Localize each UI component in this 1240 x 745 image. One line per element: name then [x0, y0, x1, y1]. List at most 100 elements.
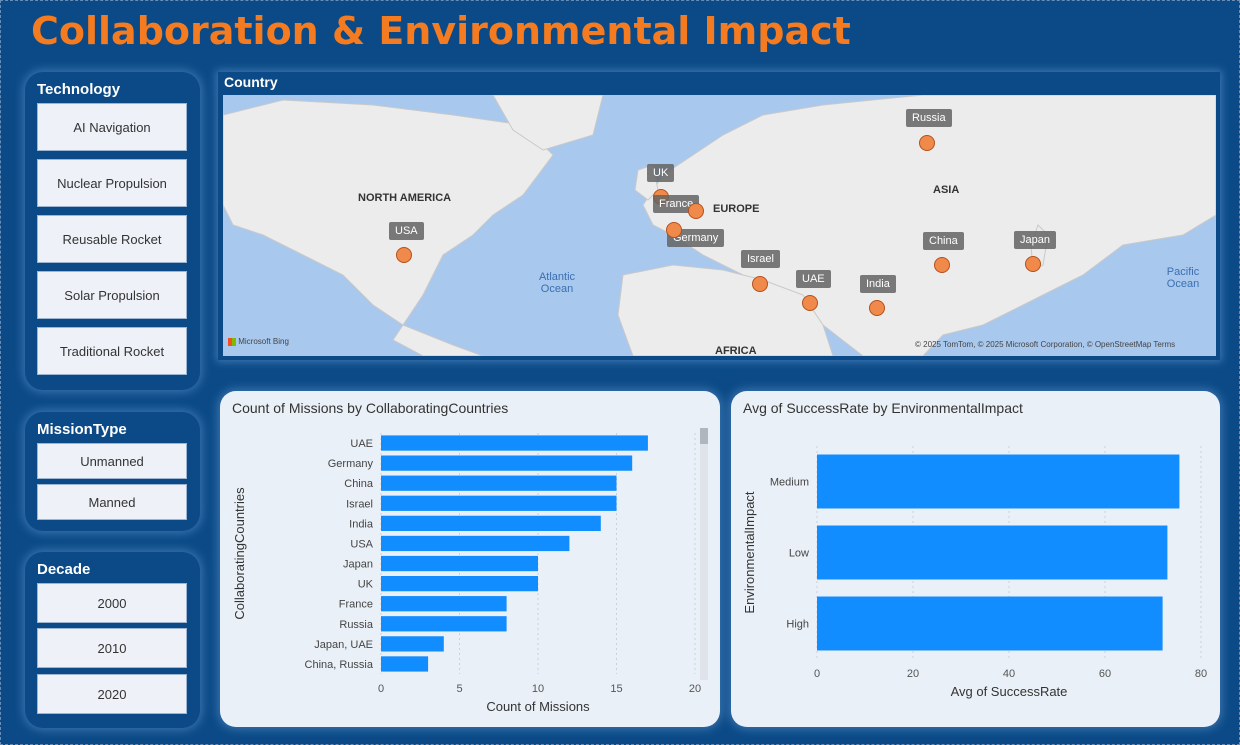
- x-tick-label: 0: [378, 683, 384, 695]
- bar[interactable]: [381, 535, 570, 552]
- technology-option-reusable-rocket[interactable]: Reusable Rocket: [37, 215, 187, 263]
- map-title: Country: [224, 74, 278, 90]
- map-country-label: UAE: [796, 270, 831, 288]
- bar[interactable]: [381, 636, 444, 652]
- y-category-label: Japan, UAE: [314, 639, 373, 651]
- map-country-label: Germany: [667, 229, 725, 247]
- country-map-panel: Country NORTH AMERICA EUROPE ASIA AFRICA…: [218, 72, 1220, 360]
- map-marker-russia[interactable]: [919, 135, 935, 151]
- map-marker-uae[interactable]: [802, 295, 818, 311]
- x-tick-label: 20: [689, 683, 701, 695]
- map-marker-china[interactable]: [934, 257, 950, 273]
- technology-option-nuclear-propulsion[interactable]: Nuclear Propulsion: [37, 159, 187, 207]
- bar[interactable]: [817, 596, 1163, 651]
- decade-slicer: Decade 2000 2010 2020: [25, 552, 200, 728]
- map-marker-germany[interactable]: [666, 222, 682, 238]
- map-country-label: Russia: [906, 109, 952, 127]
- bar[interactable]: [381, 515, 601, 532]
- success-by-impact-chart: Avg of SuccessRate by EnvironmentalImpac…: [731, 391, 1220, 727]
- y-axis-title: EnvironmentalImpact: [742, 491, 757, 613]
- map-country-label: Israel: [741, 250, 780, 268]
- missiontype-option-manned[interactable]: Manned: [37, 484, 187, 520]
- map-country-label: China: [923, 232, 964, 250]
- map-marker-israel[interactable]: [752, 276, 768, 292]
- bar[interactable]: [381, 575, 538, 592]
- chart-title: Avg of SuccessRate by EnvironmentalImpac…: [743, 400, 1023, 416]
- x-tick-label: 10: [532, 683, 544, 695]
- x-tick-label: 60: [1099, 668, 1111, 680]
- bar[interactable]: [381, 596, 507, 612]
- bar[interactable]: [381, 435, 648, 451]
- decade-option-2000[interactable]: 2000: [37, 583, 187, 623]
- chart-scrollbar[interactable]: [700, 428, 708, 680]
- technology-option-traditional-rocket[interactable]: Traditional Rocket: [37, 327, 187, 375]
- chart-title: Count of Missions by CollaboratingCountr…: [232, 400, 509, 416]
- bar[interactable]: [381, 495, 617, 511]
- bing-logo: Microsoft Bing: [228, 337, 289, 346]
- bing-attribution: Microsoft Bing: [238, 337, 289, 346]
- bar[interactable]: [381, 616, 507, 632]
- page-title: Collaboration & Environmental Impact: [31, 9, 851, 53]
- country-map[interactable]: NORTH AMERICA EUROPE ASIA AFRICA Atlanti…: [223, 95, 1216, 356]
- missions-by-country-chart: Count of Missions by CollaboratingCountr…: [220, 391, 720, 727]
- missiontype-option-unmanned[interactable]: Unmanned: [37, 443, 187, 479]
- y-category-label: UK: [358, 579, 374, 591]
- y-category-label: China, Russia: [305, 659, 374, 671]
- region-label: AFRICA: [715, 345, 757, 356]
- x-axis-title: Count of Missions: [486, 699, 590, 714]
- y-category-label: China: [344, 478, 374, 490]
- y-category-label: Russia: [339, 619, 374, 631]
- bar[interactable]: [817, 454, 1180, 509]
- missiontype-slicer-title: MissionType: [37, 421, 127, 438]
- x-tick-label: 0: [814, 668, 820, 680]
- map-country-label: UK: [647, 164, 675, 182]
- technology-slicer: Technology AI Navigation Nuclear Propuls…: [25, 72, 200, 390]
- map-country-label: Japan: [1014, 231, 1056, 249]
- y-axis-title: CollaboratingCountries: [232, 487, 247, 620]
- bar[interactable]: [381, 656, 429, 672]
- missiontype-slicer: MissionType Unmanned Manned: [25, 412, 200, 531]
- map-marker-japan[interactable]: [1025, 256, 1041, 272]
- x-tick-label: 15: [610, 683, 622, 695]
- y-category-label: High: [786, 619, 809, 631]
- bar[interactable]: [817, 525, 1168, 580]
- y-category-label: Low: [789, 548, 809, 560]
- x-tick-label: 5: [456, 683, 462, 695]
- bar[interactable]: [381, 555, 538, 572]
- map-country-label: France: [653, 195, 700, 213]
- region-label: ASIA: [933, 184, 960, 196]
- map-country-label: USA: [389, 222, 424, 240]
- x-axis-title: Avg of SuccessRate: [951, 684, 1068, 699]
- technology-option-ai-navigation[interactable]: AI Navigation: [37, 103, 187, 151]
- map-land: [223, 95, 1216, 356]
- x-tick-label: 40: [1003, 668, 1015, 680]
- technology-slicer-title: Technology: [37, 81, 121, 98]
- bar[interactable]: [381, 455, 633, 471]
- map-attribution[interactable]: © 2025 TomTom, © 2025 Microsoft Corporat…: [915, 340, 1176, 349]
- ocean-label: Pacific Ocean: [1166, 266, 1200, 290]
- y-category-label: Medium: [770, 477, 809, 489]
- microsoft-logo-icon: [228, 337, 236, 346]
- technology-option-solar-propulsion[interactable]: Solar Propulsion: [37, 271, 187, 319]
- y-category-label: France: [339, 599, 373, 611]
- scrollbar-thumb[interactable]: [700, 428, 708, 444]
- region-label: EUROPE: [713, 203, 760, 215]
- map-country-label: India: [860, 275, 896, 293]
- decade-option-2010[interactable]: 2010: [37, 628, 187, 668]
- bar[interactable]: [381, 475, 617, 491]
- decade-slicer-title: Decade: [37, 561, 91, 578]
- map-marker-india[interactable]: [869, 300, 885, 316]
- success-bar-chart[interactable]: 0 20 40 60 80 Medium Low High Avg of SuccessRate…: [731, 391, 1220, 727]
- y-category-label: USA: [350, 538, 373, 550]
- y-category-label: Israel: [346, 498, 373, 510]
- y-category-label: India: [349, 518, 374, 530]
- region-label: NORTH AMERICA: [358, 192, 452, 204]
- ocean-label: Atlantic Ocean: [538, 271, 576, 295]
- y-category-label: UAE: [350, 438, 373, 450]
- decade-option-2020[interactable]: 2020: [37, 674, 187, 714]
- x-tick-label: 80: [1195, 668, 1207, 680]
- map-marker-france[interactable]: [688, 203, 704, 219]
- missions-bar-chart[interactable]: 0 5 10 15 20 UAE Germany China Israel India USA Jap…: [220, 391, 720, 727]
- y-category-label: Japan: [343, 559, 373, 571]
- map-marker-usa[interactable]: [396, 247, 412, 263]
